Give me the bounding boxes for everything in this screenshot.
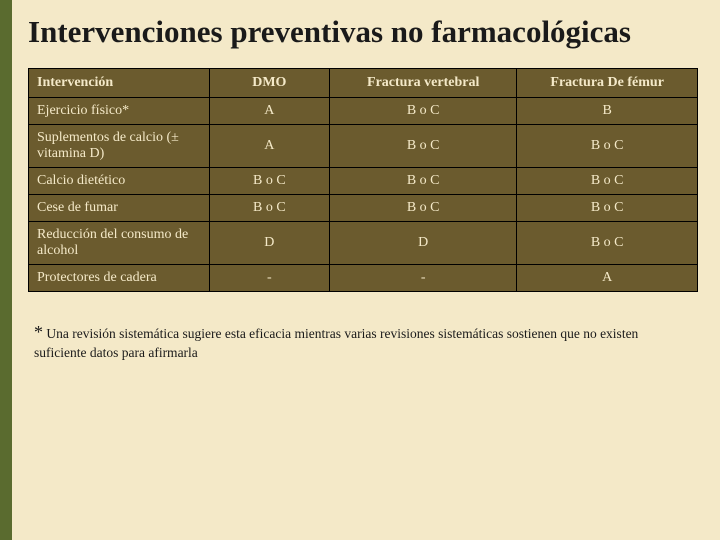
cell-femur: B o C xyxy=(517,167,698,194)
cell-dmo: A xyxy=(209,124,329,167)
col-header-fractura-vertebral: Fractura vertebral xyxy=(330,68,517,97)
cell-femur: B o C xyxy=(517,124,698,167)
cell-dmo: B o C xyxy=(209,194,329,221)
col-header-fractura-femur: Fractura De fémur xyxy=(517,68,698,97)
table-row: Suplementos de calcio (± vitamina D) A B… xyxy=(29,124,698,167)
slide-container: Intervenciones preventivas no farmacológ… xyxy=(12,0,720,376)
cell-dmo: B o C xyxy=(209,167,329,194)
table-row: Reducción del consumo de alcohol D D B o… xyxy=(29,221,698,264)
slide-title: Intervenciones preventivas no farmacológ… xyxy=(28,14,698,50)
table-row: Protectores de cadera - - A xyxy=(29,264,698,291)
cell-dmo: A xyxy=(209,97,329,124)
table-header-row: Intervención DMO Fractura vertebral Frac… xyxy=(29,68,698,97)
cell-intervention: Cese de fumar xyxy=(29,194,210,221)
cell-vertebral: B o C xyxy=(330,97,517,124)
table-body: Ejercicio físico* A B o C B Suplementos … xyxy=(29,97,698,291)
col-header-intervencion: Intervención xyxy=(29,68,210,97)
footnote: * Una revisión sistemática sugiere esta … xyxy=(28,320,698,363)
cell-intervention: Calcio dietético xyxy=(29,167,210,194)
interventions-table: Intervención DMO Fractura vertebral Frac… xyxy=(28,68,698,292)
table-row: Ejercicio físico* A B o C B xyxy=(29,97,698,124)
cell-vertebral: D xyxy=(330,221,517,264)
cell-dmo: D xyxy=(209,221,329,264)
cell-vertebral: - xyxy=(330,264,517,291)
cell-femur: B o C xyxy=(517,221,698,264)
cell-dmo: - xyxy=(209,264,329,291)
cell-intervention: Reducción del consumo de alcohol xyxy=(29,221,210,264)
cell-femur: B xyxy=(517,97,698,124)
table-row: Cese de fumar B o C B o C B o C xyxy=(29,194,698,221)
footnote-star: * xyxy=(34,322,43,342)
cell-femur: B o C xyxy=(517,194,698,221)
col-header-dmo: DMO xyxy=(209,68,329,97)
cell-vertebral: B o C xyxy=(330,124,517,167)
cell-femur: A xyxy=(517,264,698,291)
cell-vertebral: B o C xyxy=(330,194,517,221)
cell-intervention: Protectores de cadera xyxy=(29,264,210,291)
footnote-text: Una revisión sistemática sugiere esta ef… xyxy=(34,326,638,360)
cell-intervention: Suplementos de calcio (± vitamina D) xyxy=(29,124,210,167)
cell-intervention: Ejercicio físico* xyxy=(29,97,210,124)
cell-vertebral: B o C xyxy=(330,167,517,194)
table-row: Calcio dietético B o C B o C B o C xyxy=(29,167,698,194)
